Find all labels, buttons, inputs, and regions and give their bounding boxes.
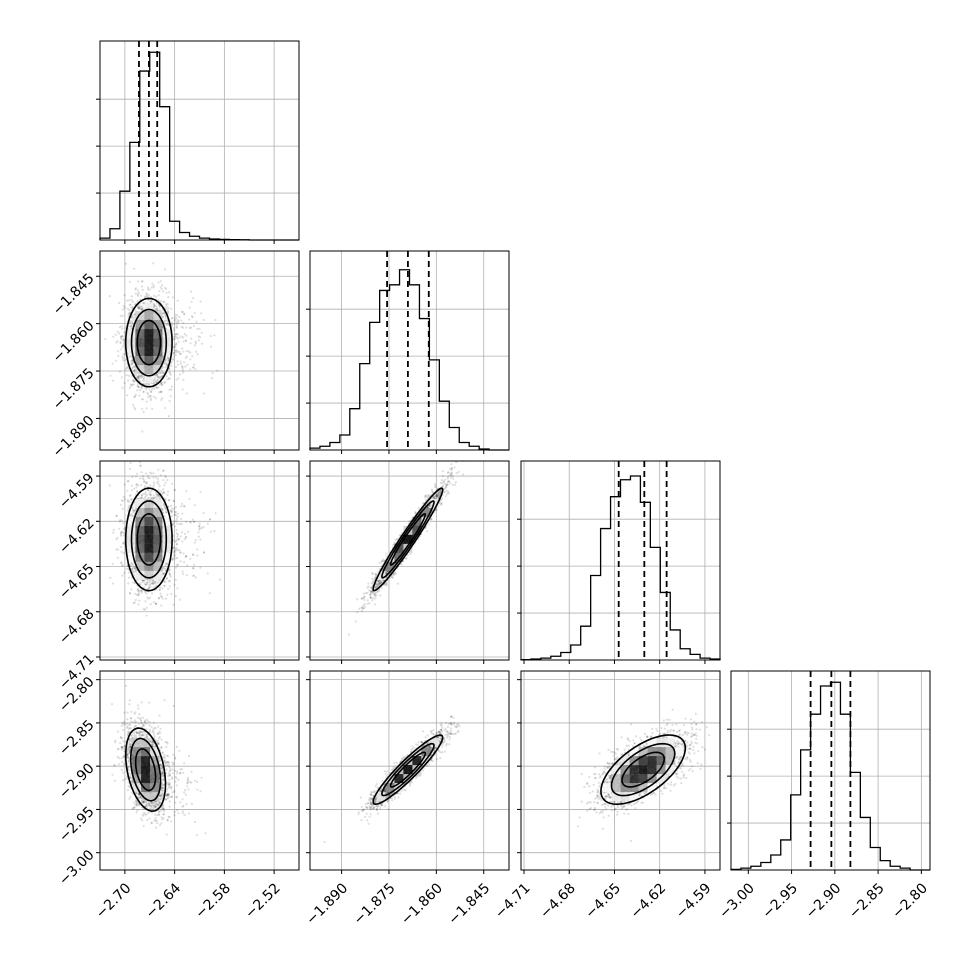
histogram-3 bbox=[730, 681, 930, 871]
contour-mid-2-0 bbox=[130, 500, 168, 579]
xtick-label-0-2: −2.58 bbox=[192, 880, 234, 922]
ytick-label-3-1: −2.95 bbox=[56, 804, 98, 846]
contour-outer-3-2 bbox=[600, 734, 687, 806]
axes-frame-1-1 bbox=[309, 250, 510, 451]
ytick-label-2-3: −4.62 bbox=[56, 516, 98, 558]
ytick-label-3-3: −2.85 bbox=[56, 717, 98, 759]
axes-frame-2-2 bbox=[520, 460, 721, 661]
contour-mid-3-2 bbox=[610, 742, 676, 797]
xtick-label-0-0: −2.70 bbox=[93, 880, 135, 922]
scatter-points-3-1 bbox=[323, 715, 461, 844]
axes-frame-2-0 bbox=[99, 460, 300, 661]
xtick-label-3-4: −2.80 bbox=[889, 880, 931, 922]
panel-3-1: −1.890 −1.875 −1.860 −1.845 bbox=[303, 670, 510, 928]
histogram-2 bbox=[520, 475, 721, 661]
xtick-label-2-2: −4.65 bbox=[582, 880, 624, 922]
contour-outer-3-1 bbox=[372, 734, 444, 806]
xtick-label-2-0: −4.71 bbox=[492, 880, 534, 922]
contour-outer-2-0 bbox=[124, 487, 173, 592]
contour-outer-2-1 bbox=[372, 487, 444, 592]
ytick-label-3-0: −3.00 bbox=[56, 847, 98, 889]
axes-frame-2-1 bbox=[309, 460, 510, 661]
panel-1-0: −1.890−1.875−1.860−1.845 bbox=[50, 250, 300, 461]
contour-outer-3-0 bbox=[124, 727, 167, 812]
axes-frame-3-3 bbox=[730, 670, 931, 871]
scatter-points-1-0 bbox=[104, 262, 219, 433]
contour-inner-3-2 bbox=[621, 751, 666, 788]
xtick-label-0-1: −2.64 bbox=[143, 880, 185, 922]
xtick-label-1-1: −1.875 bbox=[351, 880, 399, 928]
axes-frame-3-2 bbox=[520, 670, 721, 871]
xtick-label-2-3: −4.62 bbox=[628, 880, 670, 922]
xtick-label-3-3: −2.85 bbox=[846, 880, 888, 922]
panel-2-0: −4.71−4.68−4.65−4.62−4.59 bbox=[56, 460, 300, 693]
xtick-label-2-4: −4.59 bbox=[673, 880, 715, 922]
panel-2-1 bbox=[306, 460, 510, 664]
scatter-points-3-0 bbox=[110, 684, 207, 837]
ytick-label-1-1: −1.875 bbox=[50, 365, 98, 413]
axes-frame-0-0 bbox=[99, 40, 300, 241]
contour-mid-1-0 bbox=[130, 308, 168, 377]
ytick-label-1-0: −1.890 bbox=[50, 413, 98, 461]
xtick-label-1-3: −1.845 bbox=[445, 880, 493, 928]
axes-frame-1-0 bbox=[99, 250, 300, 451]
scatter-points-3-2 bbox=[576, 708, 711, 843]
ytick-label-2-2: −4.65 bbox=[56, 561, 98, 603]
panel-0-0 bbox=[96, 40, 300, 244]
contour-inner-2-1 bbox=[389, 513, 427, 566]
scatter-points-2-1 bbox=[347, 461, 467, 636]
contour-inner-3-1 bbox=[389, 751, 427, 788]
xtick-label-3-0: −3.00 bbox=[716, 880, 758, 922]
xtick-label-3-2: −2.90 bbox=[803, 880, 845, 922]
xtick-label-1-2: −1.860 bbox=[398, 880, 446, 928]
xtick-label-1-0: −1.890 bbox=[303, 880, 351, 928]
ytick-label-1-2: −1.860 bbox=[50, 318, 98, 366]
contour-inner-1-0 bbox=[136, 319, 162, 366]
panel-3-2: −4.71 −4.68 −4.65 −4.62 −4.59 bbox=[492, 670, 721, 922]
contour-mid-2-1 bbox=[381, 500, 435, 579]
axes-frame-3-1 bbox=[309, 670, 510, 871]
axes-frame-3-0 bbox=[99, 670, 300, 871]
xtick-label-0-3: −2.52 bbox=[242, 880, 284, 922]
ytick-label-2-1: −4.68 bbox=[56, 606, 98, 648]
panel-2-2 bbox=[517, 460, 721, 664]
contour-inner-3-0 bbox=[134, 748, 157, 792]
panel-3-3: −3.00 −2.95 −2.90 −2.85 −2.80 bbox=[716, 670, 931, 922]
panel-3-0: −3.00−2.95−2.90−2.85−2.80−2.70 −2.64 −2.58… bbox=[56, 670, 300, 922]
contour-inner-2-0 bbox=[136, 512, 162, 566]
panel-1-1 bbox=[306, 250, 510, 454]
scatter-points-2-0 bbox=[108, 461, 222, 617]
xtick-label-3-1: −2.95 bbox=[760, 880, 802, 922]
contour-mid-3-0 bbox=[129, 737, 162, 802]
contour-mid-3-1 bbox=[381, 742, 435, 797]
ytick-label-1-3: −1.845 bbox=[50, 271, 98, 319]
ytick-label-3-2: −2.90 bbox=[56, 761, 98, 803]
xtick-label-2-1: −4.68 bbox=[537, 880, 579, 922]
contour-outer-1-0 bbox=[124, 297, 173, 388]
histogram-1 bbox=[309, 269, 509, 451]
ytick-label-2-4: −4.59 bbox=[56, 470, 98, 512]
